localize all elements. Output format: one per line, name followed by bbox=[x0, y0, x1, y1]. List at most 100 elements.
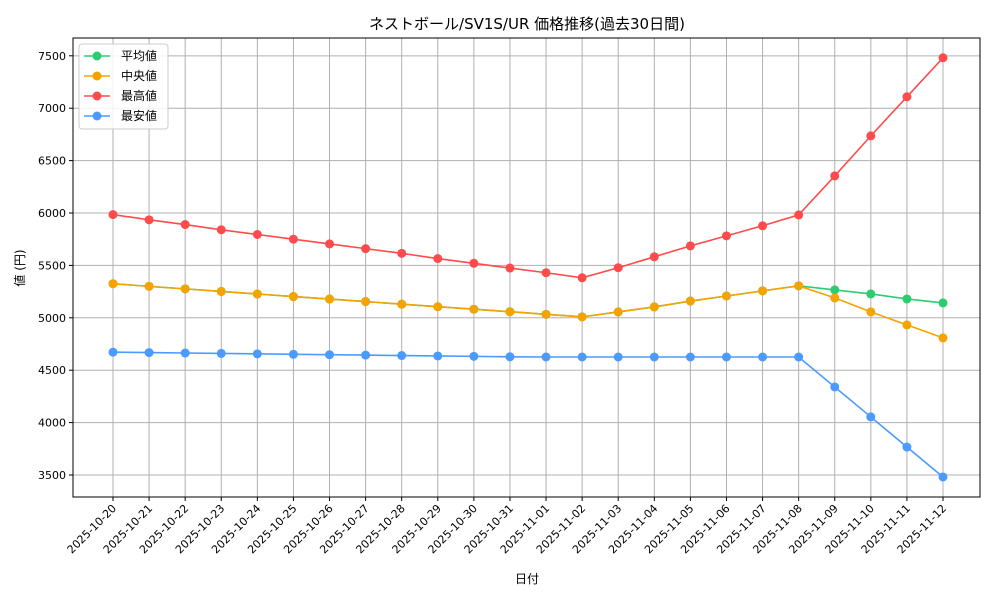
data-point bbox=[830, 285, 840, 295]
data-point bbox=[938, 472, 948, 482]
data-point bbox=[288, 292, 298, 302]
data-point bbox=[866, 131, 876, 141]
data-point bbox=[541, 309, 551, 319]
series-line bbox=[112, 282, 944, 339]
data-point bbox=[252, 349, 262, 359]
data-point bbox=[794, 210, 804, 220]
data-point bbox=[433, 351, 443, 361]
data-point bbox=[613, 352, 623, 362]
data-point bbox=[758, 221, 768, 231]
grid bbox=[73, 38, 980, 497]
legend-box bbox=[78, 43, 169, 130]
data-point bbox=[397, 248, 407, 258]
y-tick-label: 4000 bbox=[38, 417, 66, 430]
data-point bbox=[288, 349, 298, 359]
data-point bbox=[397, 299, 407, 309]
data-point bbox=[216, 348, 226, 358]
data-point bbox=[361, 244, 371, 254]
legend-marker bbox=[92, 71, 102, 81]
legend-marker bbox=[92, 111, 102, 121]
series-line bbox=[112, 282, 944, 318]
data-point bbox=[902, 294, 912, 304]
data-point bbox=[758, 286, 768, 296]
data-point bbox=[433, 254, 443, 264]
y-tick-label: 5000 bbox=[38, 312, 66, 325]
legend-label: 最高値 bbox=[121, 88, 157, 103]
data-point bbox=[577, 352, 587, 362]
data-point bbox=[108, 279, 118, 289]
data-point bbox=[325, 350, 335, 360]
legend-marker bbox=[92, 51, 102, 61]
data-point bbox=[721, 231, 731, 241]
y-tick-label: 6000 bbox=[38, 207, 66, 220]
y-tick-label: 6500 bbox=[38, 155, 66, 168]
data-point bbox=[938, 298, 948, 308]
plot-frame bbox=[72, 37, 981, 498]
data-point bbox=[649, 352, 659, 362]
chart-title: ネストボール/SV1S/UR 価格推移(過去30日間) bbox=[369, 15, 685, 33]
data-point bbox=[108, 347, 118, 357]
data-point bbox=[505, 352, 515, 362]
data-point bbox=[866, 307, 876, 317]
data-point bbox=[830, 293, 840, 303]
data-point bbox=[144, 215, 154, 225]
data-point bbox=[902, 442, 912, 452]
legend-label: 最安値 bbox=[121, 108, 157, 123]
data-point bbox=[180, 284, 190, 294]
data-point bbox=[721, 352, 731, 362]
data-point bbox=[180, 348, 190, 358]
data-point bbox=[649, 252, 659, 262]
data-point bbox=[830, 171, 840, 181]
data-point bbox=[649, 302, 659, 312]
y-tick-label: 7000 bbox=[38, 102, 66, 115]
series-line bbox=[112, 57, 944, 279]
data-point bbox=[216, 225, 226, 235]
data-point bbox=[144, 281, 154, 291]
data-point bbox=[794, 352, 804, 362]
x-axis-label: 日付 bbox=[515, 572, 539, 586]
data-point bbox=[505, 263, 515, 273]
legend-marker bbox=[92, 91, 102, 101]
y-tick-label: 7500 bbox=[38, 50, 66, 63]
data-point bbox=[252, 289, 262, 299]
data-point bbox=[938, 53, 948, 63]
data-point bbox=[108, 210, 118, 220]
legend-label: 平均値 bbox=[121, 48, 157, 63]
data-point bbox=[505, 307, 515, 317]
data-point bbox=[433, 302, 443, 312]
data-point bbox=[721, 291, 731, 301]
data-point bbox=[288, 234, 298, 244]
data-point bbox=[469, 304, 479, 314]
y-tick-label: 3500 bbox=[38, 469, 66, 482]
data-point bbox=[830, 382, 840, 392]
axes: 2025-10-202025-10-212025-10-222025-10-23… bbox=[38, 50, 949, 557]
data-point bbox=[866, 289, 876, 299]
series-group bbox=[108, 53, 948, 482]
data-point bbox=[180, 220, 190, 230]
data-point bbox=[685, 296, 695, 306]
data-point bbox=[938, 333, 948, 343]
series-line bbox=[112, 351, 944, 478]
y-tick-label: 4500 bbox=[38, 364, 66, 377]
data-point bbox=[361, 297, 371, 307]
data-point bbox=[866, 412, 876, 422]
data-point bbox=[144, 348, 154, 358]
data-point bbox=[252, 229, 262, 239]
data-point bbox=[613, 263, 623, 273]
legend-label: 中央値 bbox=[121, 68, 157, 83]
data-point bbox=[397, 351, 407, 361]
data-point bbox=[577, 312, 587, 322]
data-point bbox=[216, 286, 226, 296]
data-point bbox=[325, 294, 335, 304]
data-point bbox=[685, 241, 695, 251]
data-point bbox=[541, 352, 551, 362]
data-point bbox=[613, 307, 623, 317]
data-point bbox=[469, 258, 479, 268]
y-tick-label: 5500 bbox=[38, 259, 66, 272]
data-point bbox=[685, 352, 695, 362]
data-point bbox=[469, 351, 479, 361]
data-point bbox=[902, 92, 912, 102]
